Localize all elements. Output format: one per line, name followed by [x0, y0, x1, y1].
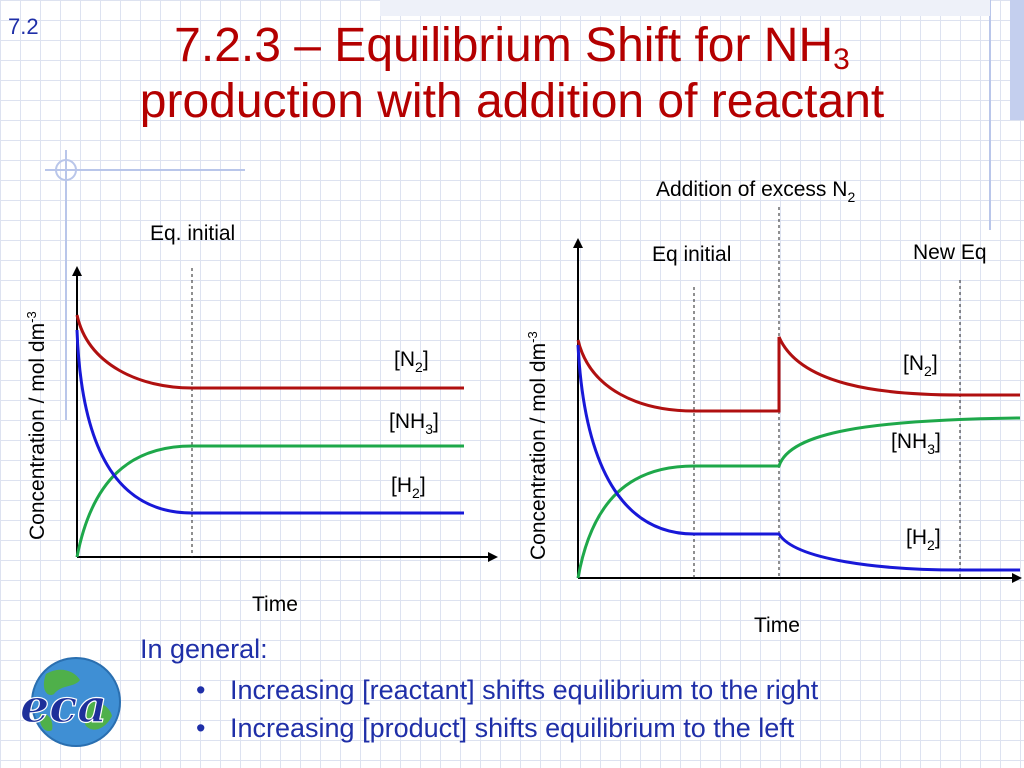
eq-initial-label: Eq initial	[652, 243, 731, 266]
series-line-nh3	[75, 444, 464, 558]
series-line-h2	[576, 344, 1020, 572]
eq-initial-label: Eq. initial	[150, 222, 235, 245]
summary-section: In general: Increasing [reactant] shifts…	[140, 634, 1020, 747]
series-line-n2	[576, 336, 1020, 413]
summary-bullet-reactant: Increasing [reactant] shifts equilibrium…	[188, 671, 1020, 709]
title-subscript: 3	[833, 43, 850, 76]
series-line-n2	[75, 314, 464, 390]
series-label-h2: [H2]	[906, 526, 941, 553]
summary-bullet-list: Increasing [reactant] shifts equilibrium…	[140, 671, 1020, 747]
new-eq-label: New Eq	[913, 241, 987, 264]
series-label-n2: [N2]	[394, 348, 429, 375]
summary-bullet-product: Increasing [product] shifts equilibrium …	[188, 709, 1020, 747]
globe-icon	[31, 657, 121, 747]
slide-title: 7.2.3 – Equilibrium Shift for NH3 produc…	[0, 18, 1024, 130]
series-line-h2	[75, 329, 464, 515]
series-label-nh3: [NH3]	[891, 430, 941, 457]
y-axis-label: Concentration / mol dm-3	[24, 311, 49, 540]
series-line-nh3	[576, 416, 1021, 579]
summary-heading: In general:	[140, 634, 268, 664]
eca-logo: eca	[19, 657, 121, 747]
y-axis-label: Concentration / mol dm-3	[525, 331, 550, 560]
chart-title: Addition of excess N2	[656, 178, 855, 205]
eca-logo-text: eca	[20, 679, 107, 733]
series-label-n2: [N2]	[903, 352, 938, 379]
x-axis-label: Time	[252, 593, 298, 616]
x-axis-label: Time	[754, 614, 800, 637]
series-label-h2: [H2]	[391, 474, 426, 501]
slide-number: 7.2	[8, 14, 39, 39]
title-line-2: production with addition of reactant	[139, 75, 885, 128]
title-line-1: 7.2.3 – Equilibrium Shift for NH3	[174, 19, 850, 76]
